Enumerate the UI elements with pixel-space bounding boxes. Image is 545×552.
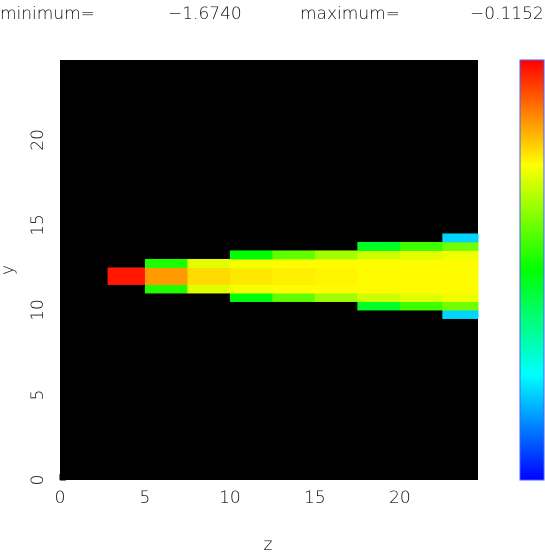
colorbar	[519, 59, 545, 481]
heatmap-cell	[107, 267, 146, 277]
heatmap-cell	[357, 292, 401, 302]
heatmap-cell	[442, 258, 479, 268]
heatmap-cell	[187, 275, 231, 285]
heatmap-cell	[442, 301, 479, 311]
heatmap-cell	[229, 275, 273, 285]
heatmap-cell	[229, 258, 273, 268]
x-tick-label: 0	[55, 488, 66, 508]
heatmap-cell	[272, 275, 316, 285]
heatmap-cell	[442, 233, 479, 243]
heatmap-cell	[357, 250, 401, 260]
heatmap-cell	[399, 301, 443, 311]
heatmap-cell	[314, 284, 358, 294]
heatmap-cell	[442, 250, 479, 260]
heatmap-cell	[229, 292, 273, 302]
minimum-value: −1.6740	[168, 4, 242, 24]
heatmap-cell	[144, 284, 188, 294]
heatmap-cell	[357, 275, 401, 285]
minimum-label: minimum=	[0, 4, 95, 24]
heatmap-cell	[442, 241, 479, 251]
heatmap-cell	[399, 267, 443, 277]
heatmap-cell	[399, 292, 443, 302]
y-tick-label: 20	[28, 129, 48, 151]
heatmap-cell	[314, 258, 358, 268]
heatmap-cell	[357, 258, 401, 268]
maximum-label: maximum=	[300, 4, 400, 24]
x-tick-label: 20	[389, 488, 411, 508]
heatmap-cell	[399, 241, 443, 251]
y-tick-label: 0	[28, 475, 48, 486]
heatmap-cell	[229, 284, 273, 294]
heatmap-cell	[272, 258, 316, 268]
heatmap-cell	[314, 275, 358, 285]
heatmap-cell	[187, 267, 231, 277]
heatmap-cell	[187, 284, 231, 294]
y-axis-label: y	[0, 265, 18, 275]
heatmap-cell	[357, 301, 401, 311]
heatmap-cell	[357, 267, 401, 277]
heatmap-cell	[357, 284, 401, 294]
heatmap-cell	[399, 258, 443, 268]
heatmap-cell	[144, 275, 188, 285]
heatmap-cell	[442, 284, 479, 294]
x-tick-label: 15	[304, 488, 326, 508]
heatmap-cell	[314, 292, 358, 302]
y-tick-label: 5	[28, 390, 48, 401]
heatmap-cell	[187, 258, 231, 268]
x-tick-label: 10	[219, 488, 241, 508]
heatmap-cell	[442, 267, 479, 277]
heatmap-cell	[399, 284, 443, 294]
heatmap-cell	[272, 284, 316, 294]
heatmap-cell	[272, 250, 316, 260]
heatmap-cell	[442, 275, 479, 285]
x-tick-label: 5	[140, 488, 151, 508]
heatmap-cell	[144, 267, 188, 277]
heatmap-cell	[442, 309, 479, 319]
heatmap-cell	[229, 267, 273, 277]
heatmap-cell	[272, 292, 316, 302]
heatmap-cell	[399, 250, 443, 260]
heatmap-cell	[399, 275, 443, 285]
heatmap-cell	[229, 250, 273, 260]
x-axis-label: z	[264, 535, 273, 552]
heatmap-cell	[144, 258, 188, 268]
y-tick-label: 10	[28, 299, 48, 321]
y-tick-label: 15	[28, 214, 48, 236]
heatmap-cell	[314, 250, 358, 260]
maximum-value: −0.1152	[470, 4, 544, 24]
heatmap-cell	[442, 292, 479, 302]
heatmap-cell	[314, 267, 358, 277]
heatmap-cell	[107, 275, 146, 285]
heatmap-cell	[272, 267, 316, 277]
heatmap-cell	[357, 241, 401, 251]
